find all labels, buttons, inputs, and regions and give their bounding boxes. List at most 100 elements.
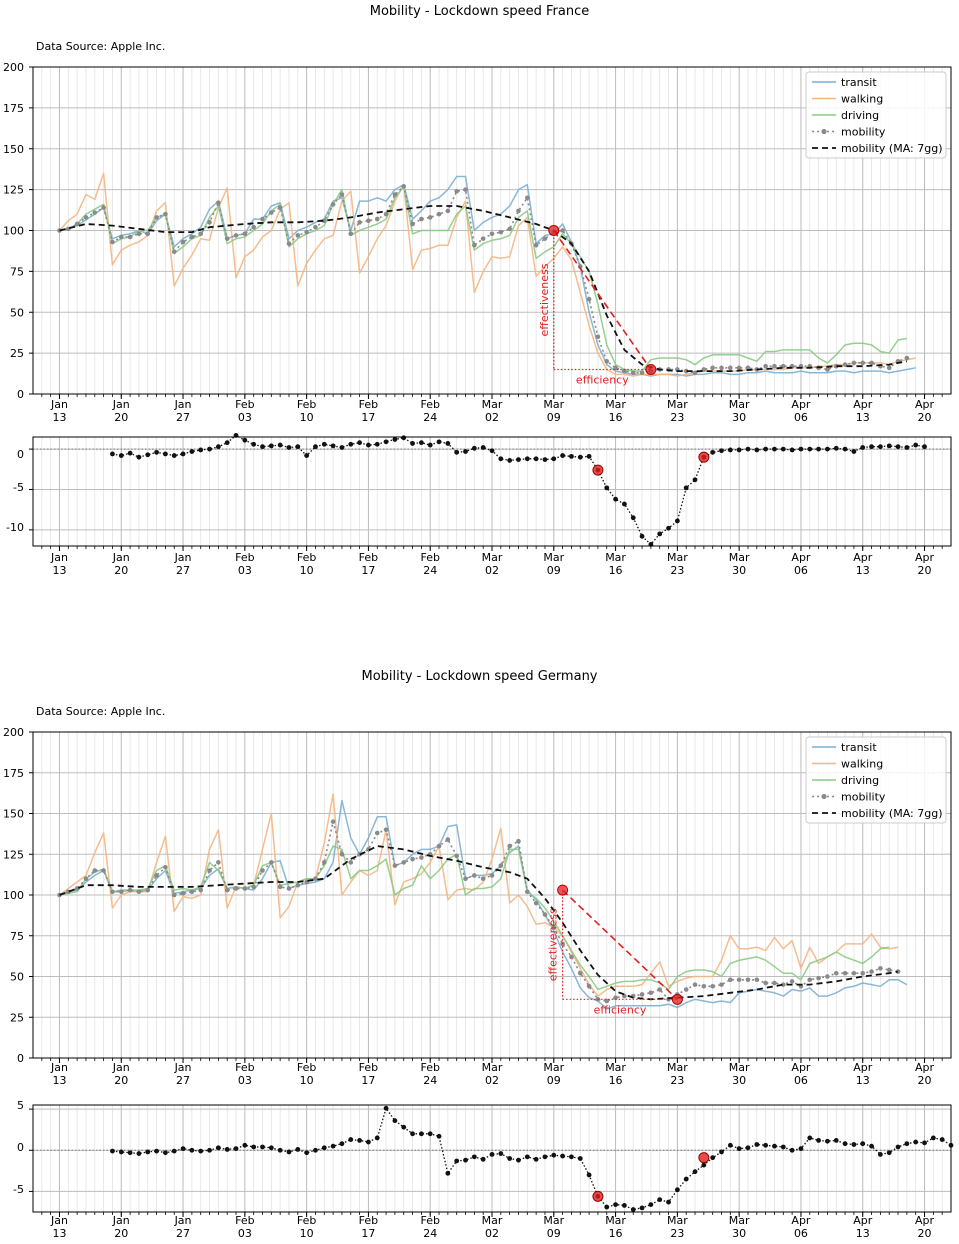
mobility-marker xyxy=(357,220,362,225)
x-tick-day: 13 xyxy=(856,411,870,424)
delta-point xyxy=(666,525,671,531)
delta-point xyxy=(533,456,539,462)
x-tick-month: Feb xyxy=(297,1061,316,1074)
x-tick-month: Apr xyxy=(853,551,873,564)
delta-point xyxy=(825,1138,830,1144)
sub-y-tick-label: 0 xyxy=(17,1141,24,1154)
delta-point xyxy=(904,445,910,450)
legend-label: walking xyxy=(841,93,883,106)
delta-point xyxy=(736,1146,742,1152)
delta-point xyxy=(383,1105,389,1111)
x-tick-day: 17 xyxy=(361,1227,375,1240)
mobility-marker xyxy=(401,184,407,189)
delta-point xyxy=(357,1137,362,1143)
x-tick-day: 20 xyxy=(918,1227,932,1240)
mobility-marker xyxy=(198,887,204,893)
x-tick-month: Mar xyxy=(729,1061,750,1074)
legend-label: mobility (MA: 7gg) xyxy=(841,807,943,820)
mobility-marker xyxy=(692,370,698,376)
mobility-marker xyxy=(374,830,380,836)
delta-point xyxy=(145,1149,151,1155)
mobility-marker xyxy=(507,843,512,849)
mobility-marker xyxy=(542,236,548,241)
delta-point xyxy=(242,1142,248,1148)
x-tick-month: Mar xyxy=(605,1214,626,1227)
delta-point xyxy=(154,449,159,455)
x-tick-month: Mar xyxy=(543,1214,564,1227)
efficiency-label: efficiency xyxy=(576,373,629,386)
mobility-marker xyxy=(833,970,839,976)
delta-point xyxy=(454,1158,460,1164)
legend-label: mobility (MA: 7gg) xyxy=(841,142,943,155)
delta-point xyxy=(498,456,504,462)
lockdown-speed-line xyxy=(562,889,678,1000)
delta-point xyxy=(842,1141,848,1147)
delta-point xyxy=(286,445,292,450)
delta-point xyxy=(189,449,195,454)
delta-point xyxy=(392,437,398,442)
x-tick-month: Jan xyxy=(50,1061,68,1074)
delta-point xyxy=(833,1137,839,1143)
mobility-marker xyxy=(224,236,230,241)
mobility-marker xyxy=(772,363,777,369)
x-tick-day: 02 xyxy=(485,1074,499,1087)
x-tick-day: 03 xyxy=(238,1227,252,1240)
delta-point xyxy=(118,1149,124,1155)
x-tick-month: Jan xyxy=(174,1214,192,1227)
x-tick-day: 20 xyxy=(114,411,128,424)
x-tick-day: 13 xyxy=(52,564,66,577)
legend-label: driving xyxy=(841,109,879,122)
mobility-marker xyxy=(277,884,283,890)
mobility-marker xyxy=(419,216,424,222)
mobility-marker xyxy=(101,205,106,210)
mobility-marker xyxy=(339,192,345,197)
delta-point xyxy=(136,454,142,460)
x-tick-month: Mar xyxy=(605,398,626,411)
x-tick-day: 13 xyxy=(856,564,870,577)
delta-point xyxy=(454,449,460,455)
x-tick-month: Mar xyxy=(482,1061,503,1074)
mobility-marker xyxy=(560,228,565,233)
delta-point xyxy=(224,440,230,446)
x-tick-month: Feb xyxy=(297,1214,316,1227)
delta-point xyxy=(304,453,310,458)
delta-point xyxy=(586,453,592,459)
x-tick-month: Jan xyxy=(174,1061,192,1074)
mobility-marker xyxy=(569,954,574,960)
mobility-marker xyxy=(198,231,204,237)
mobility-marker xyxy=(330,819,336,824)
legend-marker xyxy=(821,793,827,800)
delta-point xyxy=(692,477,698,483)
delta-point xyxy=(763,1142,769,1148)
delta-point xyxy=(410,441,415,446)
x-tick-day: 10 xyxy=(300,1227,314,1240)
x-tick-day: 16 xyxy=(609,1074,623,1087)
plot-frame xyxy=(32,66,952,395)
mobility-marker xyxy=(401,860,407,865)
delta-point xyxy=(498,1151,504,1156)
x-tick-day: 16 xyxy=(609,564,623,577)
delta-point xyxy=(251,441,257,447)
lockdown-speed-line xyxy=(553,230,652,370)
lockdown-marker xyxy=(557,884,569,896)
mobility-marker xyxy=(533,242,539,248)
delta-point xyxy=(922,444,927,450)
x-tick-month: Feb xyxy=(420,551,439,564)
mobility-marker xyxy=(419,855,424,860)
x-tick-month: Apr xyxy=(791,551,811,564)
sub-plot-frame xyxy=(32,436,952,547)
delta-point xyxy=(471,445,477,451)
legend-label: mobility xyxy=(841,126,886,139)
delta-point xyxy=(683,485,689,491)
mobility-marker xyxy=(92,868,98,873)
delta-point xyxy=(463,1157,468,1163)
delta-highlight xyxy=(698,1152,710,1164)
delta-point xyxy=(763,446,769,452)
mobility-marker xyxy=(480,876,486,881)
mobility-marker xyxy=(436,843,442,849)
delta-point xyxy=(171,1148,177,1154)
mobility-marker xyxy=(321,218,327,223)
x-tick-month: Jan xyxy=(50,551,68,564)
delta-point xyxy=(436,439,442,445)
delta-highlight xyxy=(698,451,710,463)
